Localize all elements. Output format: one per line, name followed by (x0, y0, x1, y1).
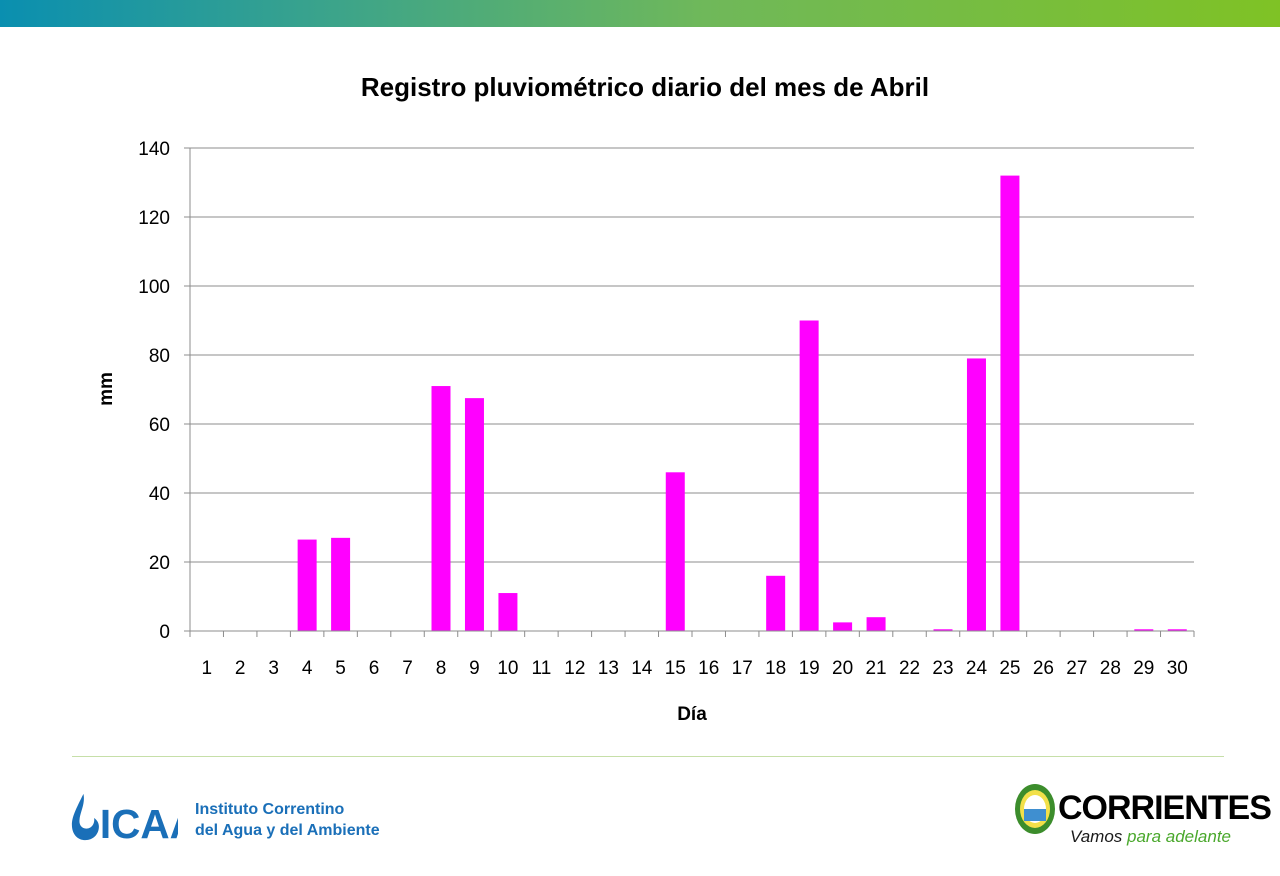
x-tick-label: 29 (1133, 658, 1154, 679)
y-tick-label: 60 (149, 415, 170, 436)
x-tick-label: 8 (436, 658, 447, 679)
x-tick-label: 30 (1167, 658, 1188, 679)
bar-day-9 (464, 398, 484, 631)
bar-day-23 (933, 629, 953, 631)
y-tick-label: 0 (159, 622, 170, 643)
x-tick-label: 22 (899, 658, 920, 679)
x-tick-label: 26 (1033, 658, 1054, 679)
corrientes-tagline: Vamos para adelante (1070, 827, 1231, 846)
x-tick-label: 3 (268, 658, 279, 679)
x-tick-label: 11 (532, 658, 552, 679)
footer-divider (72, 756, 1224, 757)
x-tick-label: 27 (1066, 658, 1087, 679)
bar-day-15 (665, 472, 685, 631)
y-axis-title: mm (96, 372, 117, 406)
x-tick-label: 20 (832, 658, 853, 679)
y-tick-label: 120 (138, 208, 170, 229)
bar-day-29 (1134, 629, 1154, 631)
x-tick-label: 23 (932, 658, 953, 679)
bar-day-8 (431, 386, 451, 631)
bar-day-20 (833, 622, 853, 631)
x-tick-label: 18 (765, 658, 786, 679)
x-tick-label: 14 (631, 658, 653, 679)
x-tick-label: 17 (732, 658, 753, 679)
chart-title: Registro pluviométrico diario del mes de… (360, 72, 930, 102)
x-tick-label: 2 (235, 658, 246, 679)
bar-day-4 (297, 539, 317, 631)
x-tick-label: 12 (564, 658, 585, 679)
x-tick-label: 5 (335, 658, 346, 679)
x-tick-label: 1 (201, 658, 212, 679)
top-gradient-bar (0, 0, 1280, 27)
y-tick-label: 40 (149, 484, 170, 505)
bar-day-21 (866, 617, 886, 631)
bar-day-5 (331, 537, 351, 631)
x-tick-label: 6 (369, 658, 380, 679)
x-axis-title: Día (677, 704, 707, 725)
bar-day-10 (498, 593, 518, 631)
y-tick-label: 140 (138, 139, 170, 160)
y-tick-label: 20 (149, 553, 170, 574)
bar-day-19 (799, 320, 819, 631)
x-tick-label: 4 (302, 658, 313, 679)
bar-day-24 (966, 358, 986, 631)
x-tick-label: 19 (799, 658, 820, 679)
corrientes-seal-icon (1015, 784, 1055, 834)
x-tick-label: 21 (865, 658, 886, 679)
x-tick-label: 10 (497, 658, 518, 679)
x-tick-label: 9 (469, 658, 480, 679)
x-tick-label: 25 (999, 658, 1020, 679)
icaa-logo: ICAA (71, 793, 178, 844)
x-tick-label: 16 (698, 658, 719, 679)
x-tick-label: 7 (402, 658, 413, 679)
y-tick-label: 80 (149, 346, 170, 367)
bar-day-18 (766, 575, 786, 631)
svg-text:ICAA: ICAA (100, 801, 178, 844)
y-tick-label: 100 (138, 277, 170, 298)
bar-day-30 (1167, 629, 1187, 631)
x-tick-label: 13 (598, 658, 619, 679)
x-tick-label: 24 (966, 658, 988, 679)
bar-day-25 (1000, 175, 1020, 631)
x-tick-label: 28 (1100, 658, 1121, 679)
icaa-name: Instituto Correntino del Agua y del Ambi… (195, 801, 380, 839)
corrientes-wordmark: CORRIENTES (1058, 789, 1272, 827)
x-tick-label: 15 (665, 658, 686, 679)
